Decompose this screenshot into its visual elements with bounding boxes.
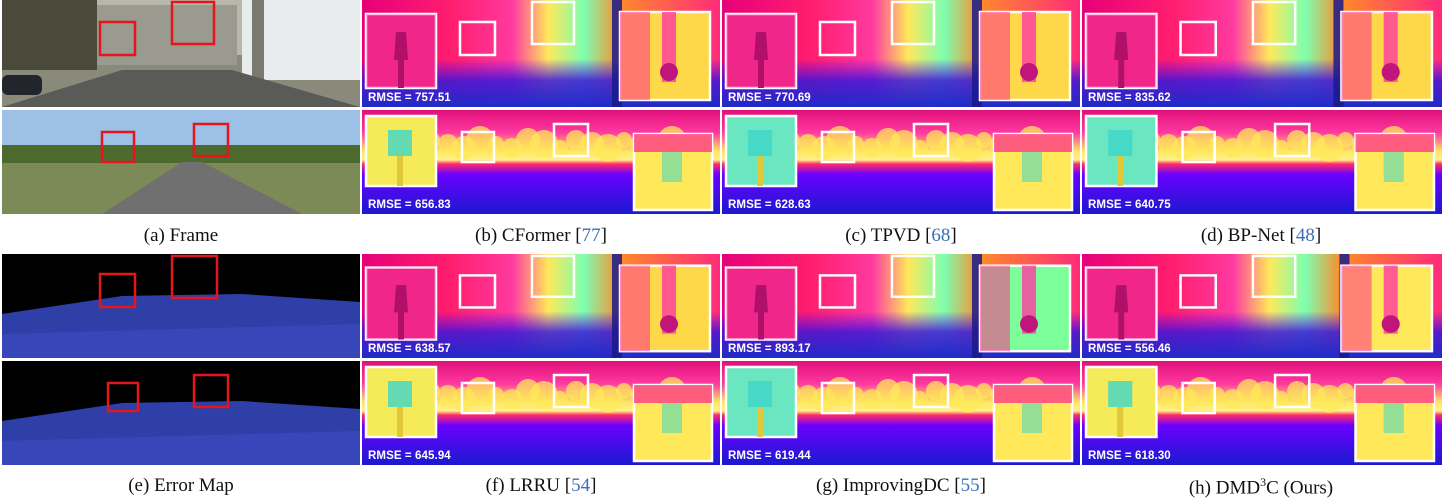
depth-cformer-top: RMSE = 757.51 — [362, 0, 720, 107]
citation-link[interactable]: 55 — [960, 475, 980, 496]
depth-tpvd-bottom: RMSE = 628.63 — [722, 110, 1080, 214]
error-map-bottom — [2, 361, 360, 465]
rmse-label: RMSE = 645.94 — [368, 450, 451, 462]
rmse-label: RMSE = 893.17 — [728, 343, 811, 355]
caption-e: (e) Error Map — [128, 475, 234, 496]
depth-cformer-bottom: RMSE = 656.83 — [362, 110, 720, 214]
depth-bpnet-top: RMSE = 835.62 — [1082, 0, 1442, 107]
rmse-label: RMSE = 618.30 — [1088, 450, 1171, 462]
rmse-label: RMSE = 770.69 — [728, 92, 811, 104]
citation-link[interactable]: 48 — [1295, 225, 1315, 246]
depth-dmd3c-bottom: RMSE = 618.30 — [1082, 361, 1442, 465]
caption-b: (b) CFormer [77] — [475, 225, 607, 246]
citation-link[interactable]: 77 — [581, 225, 601, 246]
caption-d: (d) BP-Net [48] — [1200, 225, 1322, 246]
rmse-label: RMSE = 638.57 — [368, 343, 451, 355]
caption-a: (a) Frame — [143, 225, 219, 246]
citation-link[interactable]: 68 — [931, 225, 951, 246]
depth-dmd3c-top: RMSE = 556.46 — [1082, 254, 1442, 358]
error-map-top — [2, 254, 360, 358]
frame-photo-top — [2, 0, 360, 107]
citation-link[interactable]: 54 — [571, 475, 591, 496]
caption-g: (g) ImprovingDC [55] — [816, 475, 986, 496]
caption-h: (h) DMD3C (Ours) — [1188, 475, 1334, 499]
rmse-label: RMSE = 640.75 — [1088, 199, 1171, 211]
rmse-label: RMSE = 835.62 — [1088, 92, 1171, 104]
rmse-label: RMSE = 656.83 — [368, 199, 451, 211]
depth-lrru-top: RMSE = 638.57 — [362, 254, 720, 358]
rmse-label: RMSE = 628.63 — [728, 199, 811, 211]
rmse-label: RMSE = 556.46 — [1088, 343, 1171, 355]
depth-bpnet-bottom: RMSE = 640.75 — [1082, 110, 1442, 214]
frame-photo-bottom — [2, 110, 360, 214]
depth-tpvd-top: RMSE = 770.69 — [722, 0, 1080, 107]
caption-c: (c) TPVD [68] — [845, 225, 957, 246]
rmse-label: RMSE = 757.51 — [368, 92, 451, 104]
depth-improvingdc-bottom: RMSE = 619.44 — [722, 361, 1080, 465]
depth-improvingdc-top: RMSE = 893.17 — [722, 254, 1080, 358]
depth-lrru-bottom: RMSE = 645.94 — [362, 361, 720, 465]
rmse-label: RMSE = 619.44 — [728, 450, 811, 462]
caption-f: (f) LRRU [54] — [485, 475, 597, 496]
